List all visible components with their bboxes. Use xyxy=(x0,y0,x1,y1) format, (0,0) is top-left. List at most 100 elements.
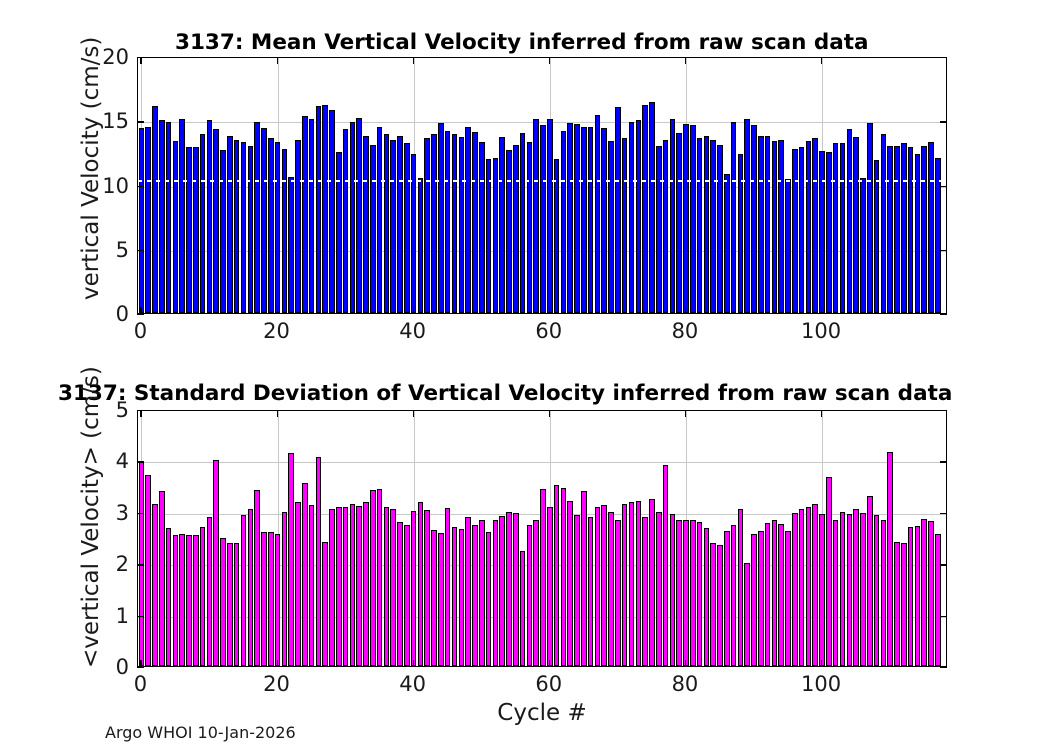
y-tick-label: 3 xyxy=(115,500,129,525)
bar xyxy=(676,133,682,313)
x-tick-top xyxy=(140,410,142,417)
y-tick-label: 10 xyxy=(102,173,129,198)
x-tick xyxy=(684,660,687,667)
bar xyxy=(179,118,186,313)
y-tick-label: 5 xyxy=(115,398,129,422)
bar xyxy=(832,143,839,313)
bar xyxy=(574,124,580,313)
bar xyxy=(329,109,335,313)
bar xyxy=(417,178,424,313)
bar xyxy=(458,528,465,666)
y-tick-right xyxy=(940,564,947,566)
y-tick-right xyxy=(940,57,947,59)
x-tick-label: 60 xyxy=(535,319,563,343)
bar xyxy=(778,139,785,313)
bar xyxy=(295,501,301,666)
bar xyxy=(512,512,519,666)
bar xyxy=(846,514,853,666)
y-tick xyxy=(137,512,144,515)
bar xyxy=(655,511,662,666)
bar xyxy=(873,160,880,313)
x-tick-top xyxy=(412,57,415,64)
y-tick-label: 0 xyxy=(115,655,129,679)
bar xyxy=(274,142,281,313)
bar xyxy=(363,501,369,666)
y-tick-label: 1 xyxy=(115,603,129,628)
x-tick xyxy=(548,307,551,314)
bar xyxy=(662,139,669,313)
footer-note: Argo WHOI 10-Jan-2026 xyxy=(105,723,296,742)
bar xyxy=(315,456,322,666)
x-tick xyxy=(276,307,278,314)
bar xyxy=(519,133,526,313)
bar xyxy=(478,142,485,313)
bar xyxy=(880,134,887,313)
bar xyxy=(696,522,703,666)
x-tick-top xyxy=(684,410,687,417)
bar xyxy=(336,507,342,666)
bar xyxy=(860,512,866,666)
bar xyxy=(254,121,260,313)
bar xyxy=(438,122,444,313)
bar xyxy=(512,144,519,313)
bar xyxy=(458,136,465,313)
x-tick-label: 40 xyxy=(399,319,427,343)
bar xyxy=(336,152,342,313)
bar xyxy=(159,120,165,313)
bar xyxy=(261,127,267,313)
bar xyxy=(635,120,642,313)
bar xyxy=(383,134,390,313)
x-tick xyxy=(412,660,415,667)
bar xyxy=(683,519,689,666)
bar xyxy=(145,126,151,313)
bar xyxy=(928,142,934,313)
bar xyxy=(370,489,376,666)
bar xyxy=(165,528,172,666)
chart-title-mean: 3137: Mean Vertical Velocity inferred fr… xyxy=(175,30,869,55)
bar xyxy=(410,153,417,313)
bar xyxy=(438,533,444,666)
bar xyxy=(764,135,771,313)
y-tick-right xyxy=(940,512,947,515)
bar xyxy=(907,147,914,313)
bar xyxy=(758,135,764,313)
bar xyxy=(247,145,254,313)
bar xyxy=(404,143,410,313)
bar xyxy=(642,104,648,313)
x-tick xyxy=(821,307,823,314)
bar xyxy=(581,126,587,313)
x-tick xyxy=(548,660,551,667)
bar xyxy=(826,477,832,666)
y-tick-label: 20 xyxy=(102,45,129,69)
bar xyxy=(798,147,805,313)
bar xyxy=(853,509,859,666)
bar xyxy=(499,136,505,313)
bar xyxy=(506,149,512,313)
bar xyxy=(199,134,206,313)
x-tick-label: 100 xyxy=(801,319,842,343)
plot-area-std xyxy=(137,410,947,667)
bar xyxy=(703,135,710,313)
bar xyxy=(444,130,451,313)
bar xyxy=(792,512,798,666)
x-tick xyxy=(821,660,823,667)
bar xyxy=(322,542,328,666)
bar xyxy=(900,542,907,666)
bar xyxy=(778,523,785,666)
bar xyxy=(308,504,315,666)
bar xyxy=(424,138,431,313)
bar xyxy=(519,551,526,666)
bar xyxy=(928,521,934,666)
bar xyxy=(240,142,247,313)
x-tick-label: 60 xyxy=(535,672,563,696)
bar xyxy=(295,139,301,313)
bar xyxy=(594,115,601,313)
bar xyxy=(880,519,887,666)
bar xyxy=(363,135,369,313)
bar-series-mean xyxy=(138,58,946,313)
bar xyxy=(288,452,294,666)
bar xyxy=(934,533,941,666)
bar xyxy=(220,537,226,666)
bar xyxy=(717,144,723,313)
bar xyxy=(574,515,580,666)
